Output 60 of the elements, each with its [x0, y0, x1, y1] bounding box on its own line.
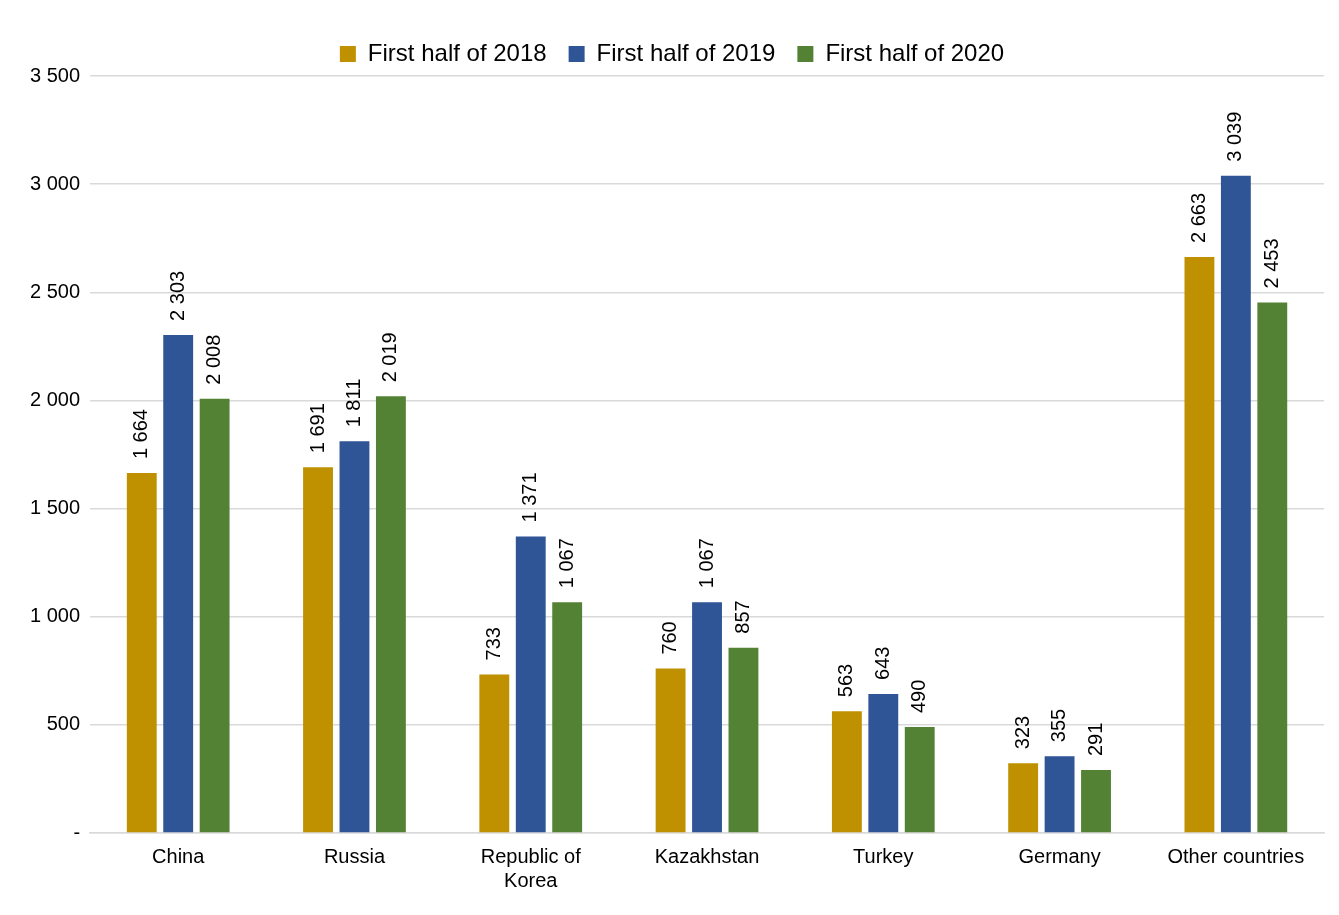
data-label: 2 303 — [165, 270, 188, 321]
y-tick-label: - — [73, 820, 81, 843]
data-label: 1 371 — [518, 472, 541, 523]
data-label: 760 — [658, 621, 681, 655]
y-tick-label: 1 500 — [29, 496, 81, 519]
bar — [375, 396, 406, 833]
bar — [1220, 175, 1251, 833]
y-tick-label: 3 000 — [29, 171, 81, 194]
y-tick-label: 2 000 — [29, 387, 81, 410]
data-label: 857 — [730, 600, 753, 634]
x-tick-label: Russia — [323, 844, 386, 867]
x-tick-label: Other countries — [1167, 844, 1305, 867]
data-label: 1 067 — [694, 538, 717, 589]
legend-label: First half of 2020 — [825, 38, 1005, 66]
bar — [692, 602, 722, 833]
bar — [868, 693, 899, 833]
bar — [904, 727, 935, 833]
data-label: 2 019 — [378, 332, 401, 383]
bar — [303, 467, 333, 833]
bar — [163, 334, 194, 833]
data-label: 2 453 — [1259, 238, 1282, 289]
legend-label: First half of 2018 — [367, 38, 547, 66]
data-label: 355 — [1047, 708, 1070, 743]
data-label: 2 663 — [1186, 192, 1209, 244]
x-tick-label: China — [152, 844, 206, 867]
data-label: 3 039 — [1223, 111, 1246, 162]
data-label: 323 — [1010, 715, 1033, 750]
bar — [479, 674, 510, 833]
x-tick-label: Germany — [1018, 844, 1101, 867]
data-label: 1 664 — [129, 409, 152, 460]
bar — [1008, 763, 1039, 833]
bar — [552, 602, 583, 833]
y-tick-label: 3 500 — [29, 63, 81, 86]
bar — [1257, 302, 1288, 833]
data-label: 1 811 — [341, 378, 364, 428]
data-label: 2 008 — [202, 334, 225, 385]
bar — [126, 473, 157, 833]
bar — [339, 441, 370, 833]
legend-label: First half of 2019 — [596, 38, 776, 66]
bar — [831, 711, 862, 833]
data-label: 490 — [907, 679, 930, 714]
bar — [655, 668, 686, 833]
bar — [1044, 756, 1075, 833]
x-tick-label: Turkey — [853, 844, 914, 867]
data-label: 563 — [834, 663, 857, 698]
bar — [199, 398, 230, 833]
x-tick-label: Republic of Korea — [480, 844, 582, 891]
y-tick-label: 1 000 — [29, 604, 81, 627]
data-label: 1 067 — [554, 538, 577, 589]
data-label: 291 — [1083, 722, 1106, 757]
data-label: 733 — [481, 627, 504, 661]
data-label: 1 691 — [305, 403, 328, 454]
y-tick-label: 500 — [46, 712, 81, 735]
bar — [728, 647, 759, 833]
bar — [1081, 770, 1111, 833]
bar — [1184, 257, 1215, 833]
bar — [515, 536, 546, 833]
data-label: 643 — [870, 646, 893, 680]
x-tick-label: Kazakhstan — [654, 844, 760, 867]
y-tick-label: 2 500 — [29, 279, 81, 302]
